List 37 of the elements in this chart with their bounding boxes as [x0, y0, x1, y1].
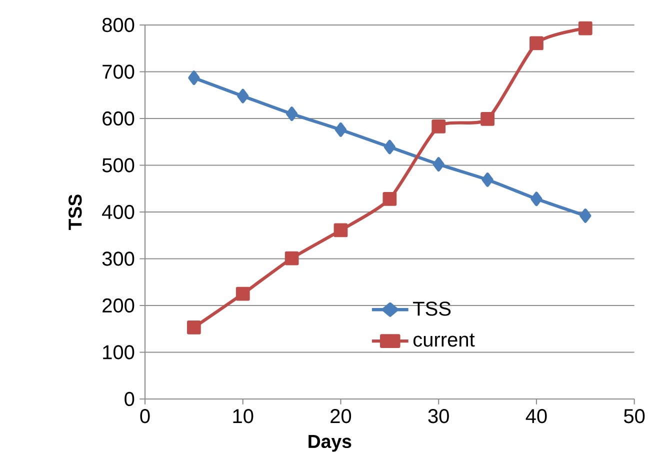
point [580, 208, 592, 223]
y-tick-label: 500 [102, 158, 134, 172]
x-tick-label: 10 [233, 409, 254, 424]
x-axis-title: Days [308, 435, 352, 452]
point [237, 88, 249, 104]
point [334, 122, 347, 137]
x-tick-label: 20 [330, 409, 352, 424]
point [384, 140, 396, 154]
y-axis-title: TSS [68, 194, 82, 230]
point [334, 223, 348, 238]
point [188, 70, 200, 86]
y-tick-label: 800 [102, 18, 134, 32]
y-tick-label: 300 [102, 252, 134, 266]
point [432, 157, 444, 172]
point [286, 106, 298, 122]
point [578, 21, 592, 36]
y-tick-label: 400 [102, 204, 134, 220]
y-tick-label: 100 [103, 345, 134, 360]
x-tick-label: 40 [526, 409, 547, 424]
point [480, 112, 494, 126]
y-tick-label: 600 [102, 111, 134, 126]
legend-label: current [413, 334, 475, 347]
x-tick-label: 0 [140, 409, 150, 424]
y-tick-label: 700 [102, 64, 134, 79]
point [432, 120, 446, 134]
y-tick-label: 0 [124, 392, 134, 406]
y-tick-label: 200 [102, 298, 134, 313]
x-tick-label: 30 [428, 409, 449, 424]
point [530, 192, 542, 206]
point [284, 251, 299, 266]
x-tick-label: 50 [624, 409, 645, 424]
point [236, 286, 250, 301]
point [187, 320, 201, 334]
point [382, 192, 397, 206]
legend-label: TSS [413, 302, 451, 316]
point [530, 36, 544, 50]
point [482, 172, 494, 187]
